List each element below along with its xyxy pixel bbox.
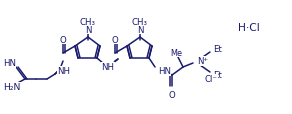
Text: N: N xyxy=(137,25,143,34)
Text: N⁺: N⁺ xyxy=(197,57,208,66)
Text: H₂N: H₂N xyxy=(3,83,20,92)
Text: Me: Me xyxy=(170,48,182,57)
Text: N: N xyxy=(85,25,91,34)
Text: O: O xyxy=(112,35,118,44)
Text: HN: HN xyxy=(158,67,171,76)
Text: O: O xyxy=(168,90,175,99)
Text: CH₃: CH₃ xyxy=(80,17,96,26)
Text: Et: Et xyxy=(213,45,222,54)
Text: Cl⁻: Cl⁻ xyxy=(205,75,218,84)
Text: CH₃: CH₃ xyxy=(132,17,148,26)
Text: HN: HN xyxy=(3,59,16,68)
Text: Et: Et xyxy=(213,71,222,80)
Text: NH: NH xyxy=(102,63,114,72)
Text: NH: NH xyxy=(57,67,70,76)
Text: O: O xyxy=(60,35,66,44)
Text: H·Cl: H·Cl xyxy=(238,23,260,33)
